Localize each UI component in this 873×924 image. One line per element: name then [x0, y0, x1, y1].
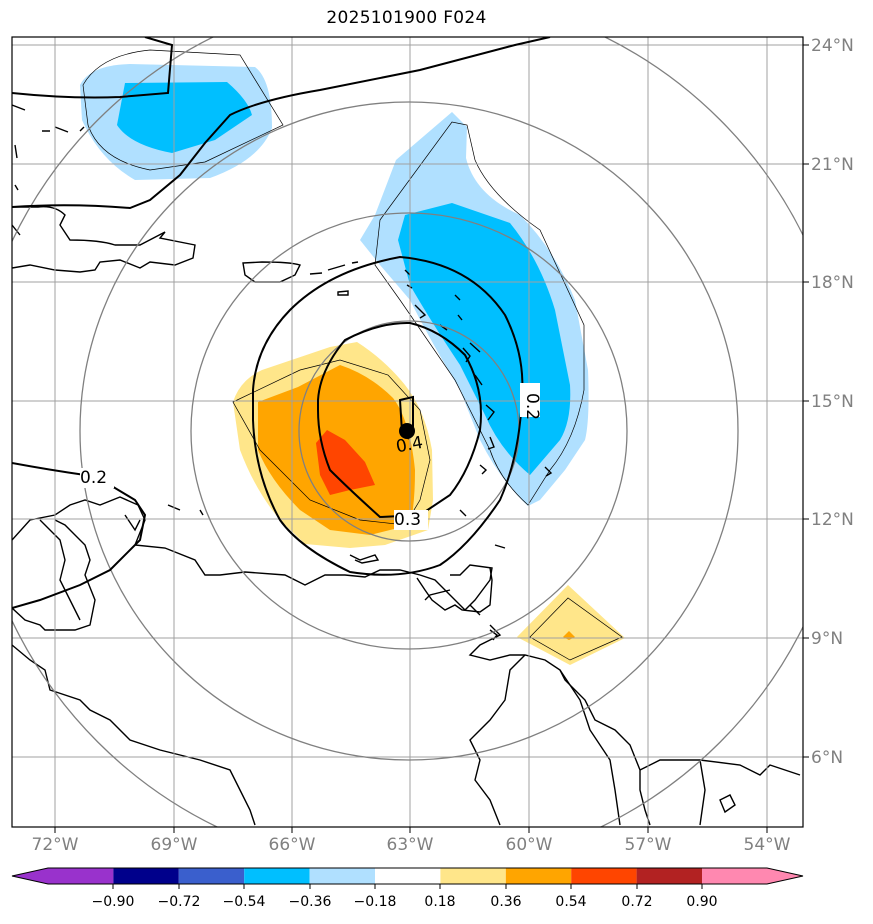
lat-label-21n: 21°N — [811, 155, 854, 175]
negative-anomaly-mid-west — [117, 82, 252, 153]
colorbar-seg-1 — [48, 868, 114, 884]
positive-anomaly-strong — [316, 430, 375, 495]
atlantic-island — [719, 794, 736, 814]
colorbar-tick-label: −0.36 — [289, 894, 332, 910]
virgin-islands — [309, 261, 359, 275]
colorbar-tick-label: −0.90 — [92, 894, 135, 910]
contour-label-east: 0.2 — [522, 393, 542, 420]
contours — [12, 37, 551, 609]
colorbar-tick-label: −0.54 — [223, 894, 266, 910]
colorbar-tick-label: 0.54 — [555, 894, 586, 910]
lon-label-72w: 72°W — [32, 835, 79, 855]
contour-label-west: 0.2 — [80, 468, 107, 488]
contour-label-south: 0.3 — [394, 510, 421, 530]
colorbar-extend-high — [767, 868, 803, 884]
longitude-labels: 72°W 69°W 66°W 63°W 60°W 57°W 54°W — [32, 827, 791, 855]
lat-label-15n: 15°N — [811, 392, 854, 412]
colorbar-seg-9 — [571, 868, 637, 884]
anomaly-outlines — [82, 49, 623, 661]
lon-label-66w: 66°W — [269, 835, 316, 855]
contour-0.3 — [317, 321, 482, 519]
hispaniola-coast — [12, 205, 196, 273]
lat-label-24n: 24°N — [811, 36, 854, 56]
trinidad-coast — [416, 567, 493, 613]
colorbar-tick-label: −0.18 — [354, 894, 397, 910]
colorbar-tick-label: 0.90 — [686, 894, 717, 910]
lat-label-6n: 6°N — [811, 748, 843, 768]
contour-0.2-west — [12, 462, 147, 609]
colorbar-tick-label: 0.36 — [490, 894, 521, 910]
colorbar-seg-2 — [113, 868, 179, 884]
colorbar-seg-5 — [309, 868, 375, 884]
venezuela-interior-coast — [12, 519, 96, 631]
lon-label-54w: 54°W — [744, 835, 791, 855]
map-title: 2025101900 F024 — [326, 8, 487, 28]
colorbar: −0.90 −0.72 −0.54 −0.36 −0.18 0.18 0.36 … — [11, 867, 804, 910]
interior-border-3 — [559, 669, 621, 826]
colorbar-extend-low — [12, 868, 48, 884]
south-america-coast — [12, 496, 651, 826]
colorbar-seg-10 — [636, 868, 702, 884]
colorbar-tick-label: 0.72 — [621, 894, 652, 910]
colorbar-seg-4 — [244, 868, 310, 884]
lon-label-63w: 63°W — [387, 835, 434, 855]
guyana-coast — [639, 759, 801, 776]
colorbar-seg-3 — [178, 868, 245, 884]
lat-label-18n: 18°N — [811, 273, 854, 293]
colorbar-seg-7 — [440, 868, 506, 884]
colorbar-seg-8 — [505, 868, 572, 884]
bahamas-islands — [12, 104, 85, 236]
storm-center-marker — [399, 423, 415, 439]
lat-label-12n: 12°N — [811, 510, 854, 530]
map-frame — [11, 36, 804, 828]
contour-label-center: 0.4 — [394, 433, 424, 457]
puerto-rico-coast — [242, 261, 301, 283]
interior-border-2 — [469, 654, 526, 826]
latitude-labels: 24°N 21°N 18°N 15°N 12°N 9°N 6°N — [803, 36, 854, 768]
small-island — [337, 290, 349, 296]
positive-anomaly-light-southeast — [517, 585, 625, 665]
interior-border — [12, 644, 256, 826]
colorbar-tick-label: −0.72 — [158, 894, 201, 910]
contour-0.2-ring — [252, 255, 524, 576]
contour-0.2-north — [12, 37, 551, 210]
lon-label-57w: 57°W — [625, 835, 672, 855]
contour-labels: 0.2 0.2 0.4 0.3 — [80, 383, 542, 530]
lat-label-9n: 9°N — [811, 629, 843, 649]
interior-border-4 — [699, 759, 706, 826]
lon-label-69w: 69°W — [151, 835, 198, 855]
lon-label-60w: 60°W — [506, 835, 553, 855]
colorbar-tick-label: 0.18 — [424, 894, 455, 910]
colorbar-seg-6 — [375, 868, 441, 884]
map-plot-area: 0.2 0.2 0.4 0.3 — [12, 37, 803, 827]
colorbar-seg-11 — [702, 868, 767, 884]
